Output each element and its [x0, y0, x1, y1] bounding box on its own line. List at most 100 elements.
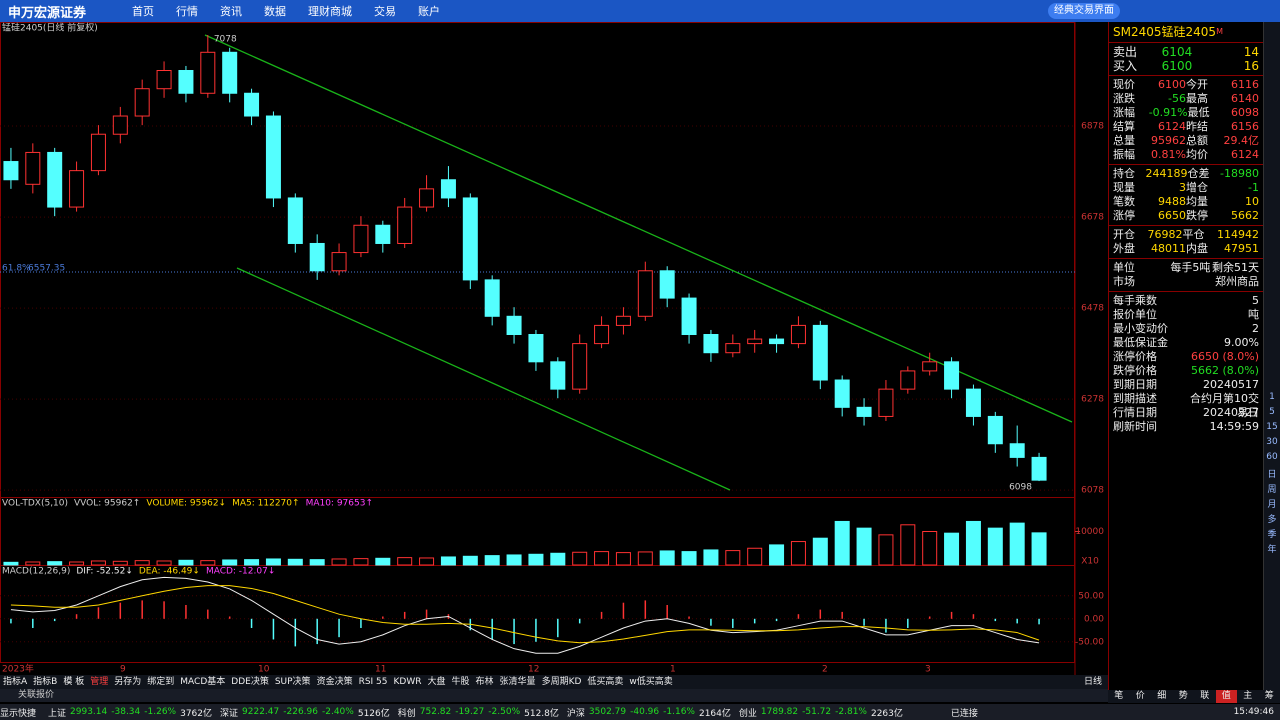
- index-field: -19.27: [455, 707, 485, 717]
- candle-body: [812, 324, 828, 381]
- period-button[interactable]: 多: [1267, 515, 1277, 525]
- info-value: 合约月第10交易日: [1190, 392, 1259, 419]
- nav-item[interactable]: 数据: [264, 5, 286, 18]
- info-value: 9.00%: [1224, 336, 1259, 349]
- quote-value: 0.81%: [1151, 148, 1186, 161]
- volume-bar: [309, 559, 325, 566]
- index-field: 2263亿: [870, 708, 903, 719]
- chart: 锰硅2405(日线 前复权)6078627864786678687861.8%6…: [0, 22, 1104, 675]
- quote-mark: M: [1216, 27, 1223, 36]
- index-field: 3762亿: [180, 708, 213, 719]
- shortcut[interactable]: 显示快捷: [0, 708, 37, 719]
- indicator-tab[interactable]: 牛股: [451, 677, 470, 687]
- indicator-tab[interactable]: 模 板: [63, 677, 85, 687]
- volume-bar: [594, 551, 610, 566]
- indicator-tab[interactable]: 低买高卖: [587, 677, 624, 687]
- indicator-tab[interactable]: 布林: [475, 677, 494, 687]
- volume-bar: [156, 560, 172, 566]
- indicator-tab[interactable]: 另存为: [114, 677, 142, 687]
- strip-spacer: [1264, 22, 1280, 392]
- quote-section: 持仓 244189 仓差 -18980 现量 3 增仓 -1 笔数 9488 均量 10 涨停 6650 跌…: [1109, 164, 1263, 225]
- volume-bar: [856, 527, 872, 566]
- nav-item[interactable]: 交易: [374, 5, 396, 18]
- quote-row: 振幅 0.81% 均价 6124: [1109, 148, 1263, 162]
- indicator-tab[interactable]: 指标A: [3, 677, 28, 687]
- side-tab[interactable]: 主: [1243, 691, 1253, 701]
- indicator-tab[interactable]: 多周期KD: [541, 677, 582, 687]
- nav-item[interactable]: 首页: [132, 5, 154, 18]
- side-tab[interactable]: 值: [1215, 690, 1237, 703]
- quote-row: 持仓 244189 仓差 -18980: [1109, 167, 1263, 181]
- top-nav: 申万宏源证券 首页 行情 资讯 数据 理财商城 交易 账户 经典交易界面: [0, 0, 1280, 22]
- indicator-tab[interactable]: SUP决策: [274, 677, 311, 687]
- macd-dea-line: [10, 585, 1040, 644]
- side-tab[interactable]: 笔: [1114, 691, 1124, 701]
- period-button[interactable]: 日: [1267, 470, 1277, 480]
- period-current[interactable]: 日线: [1083, 677, 1102, 687]
- nav-item[interactable]: 理财商城: [308, 5, 352, 18]
- quote-row: 开仓 76982 平仓 114942: [1109, 228, 1263, 242]
- indicator-tab[interactable]: 资金决策: [316, 677, 353, 687]
- period-button[interactable]: 季: [1267, 530, 1277, 540]
- nav-item[interactable]: 账户: [418, 5, 440, 18]
- quote-row: 涨停 6650 跌停 5662: [1109, 209, 1263, 223]
- quote-value: -56: [1168, 92, 1186, 105]
- quote-code: SM2405: [1113, 25, 1162, 39]
- period-button[interactable]: 1: [1269, 392, 1275, 402]
- quote-label: 总量: [1113, 134, 1135, 147]
- index-field: -1.26%: [144, 707, 177, 717]
- period-button[interactable]: 15: [1266, 422, 1278, 432]
- indicator-tab[interactable]: 管理: [90, 677, 109, 687]
- index-field: 深证: [220, 708, 239, 719]
- fib-label: 61.8%: [2, 263, 31, 273]
- volume-bar: [375, 557, 391, 566]
- indicator-tab[interactable]: 指标B: [33, 677, 58, 687]
- y-tick-label: 0.00: [1084, 614, 1104, 624]
- quote-label: 今开: [1186, 78, 1208, 91]
- nav-item[interactable]: 资讯: [220, 5, 242, 18]
- candle-body: [725, 343, 741, 354]
- indicator-tab[interactable]: 大盘: [427, 677, 446, 687]
- volume-bar: [397, 557, 413, 566]
- quote-label: 均价: [1186, 148, 1208, 161]
- classic-trade-button[interactable]: 经典交易界面: [1048, 3, 1120, 19]
- side-tab[interactable]: 细: [1157, 691, 1167, 701]
- index-field: 3502.79: [588, 707, 627, 717]
- quote-value: 5662: [1231, 209, 1259, 222]
- indicator-tab[interactable]: DDE决策: [231, 677, 269, 687]
- indicator-tab[interactable]: MACD基本: [180, 677, 226, 687]
- candle-body: [747, 338, 763, 345]
- quote-label: 总额: [1186, 134, 1208, 147]
- period-button[interactable]: 5: [1269, 407, 1275, 417]
- indicator-tab[interactable]: 张清华量: [499, 677, 536, 687]
- candle-body: [506, 315, 522, 336]
- side-tab[interactable]: 筹: [1264, 691, 1274, 701]
- index-field: 创业: [738, 708, 757, 719]
- indicator-tab[interactable]: w低买高卖: [629, 677, 673, 687]
- candle-body: [287, 197, 303, 244]
- candle-body: [987, 415, 1003, 445]
- period-button[interactable]: 30: [1266, 437, 1278, 447]
- quote-value: 6650: [1158, 209, 1186, 222]
- quote-row: 外盘 48011 内盘 47951: [1109, 242, 1263, 256]
- volume-bar: [965, 520, 981, 566]
- indicator-tab[interactable]: KDWR: [393, 677, 422, 687]
- volume-bar: [200, 560, 216, 566]
- side-tab[interactable]: 势: [1178, 691, 1188, 701]
- info-label: 涨停价格: [1113, 350, 1157, 363]
- info-label: 跌停价格: [1113, 364, 1157, 377]
- book-size: 14: [1243, 45, 1260, 59]
- period-button[interactable]: 年: [1267, 545, 1277, 555]
- nav-item[interactable]: 行情: [176, 5, 198, 18]
- index-field: -226.96: [283, 707, 318, 717]
- quote-label: 增仓: [1186, 181, 1208, 194]
- indicator-tab[interactable]: RSI 55: [358, 677, 388, 687]
- side-tab[interactable]: 联: [1200, 691, 1210, 701]
- book-label: 买入: [1113, 59, 1138, 73]
- side-tab[interactable]: 价: [1135, 691, 1145, 701]
- period-button[interactable]: 月: [1267, 500, 1277, 510]
- side-tabs: 笔 价 细 势 联值主 筹: [1108, 690, 1280, 703]
- indicator-tab[interactable]: 绑定到: [147, 677, 175, 687]
- period-button[interactable]: 60: [1266, 452, 1278, 462]
- period-button[interactable]: 周: [1267, 485, 1277, 495]
